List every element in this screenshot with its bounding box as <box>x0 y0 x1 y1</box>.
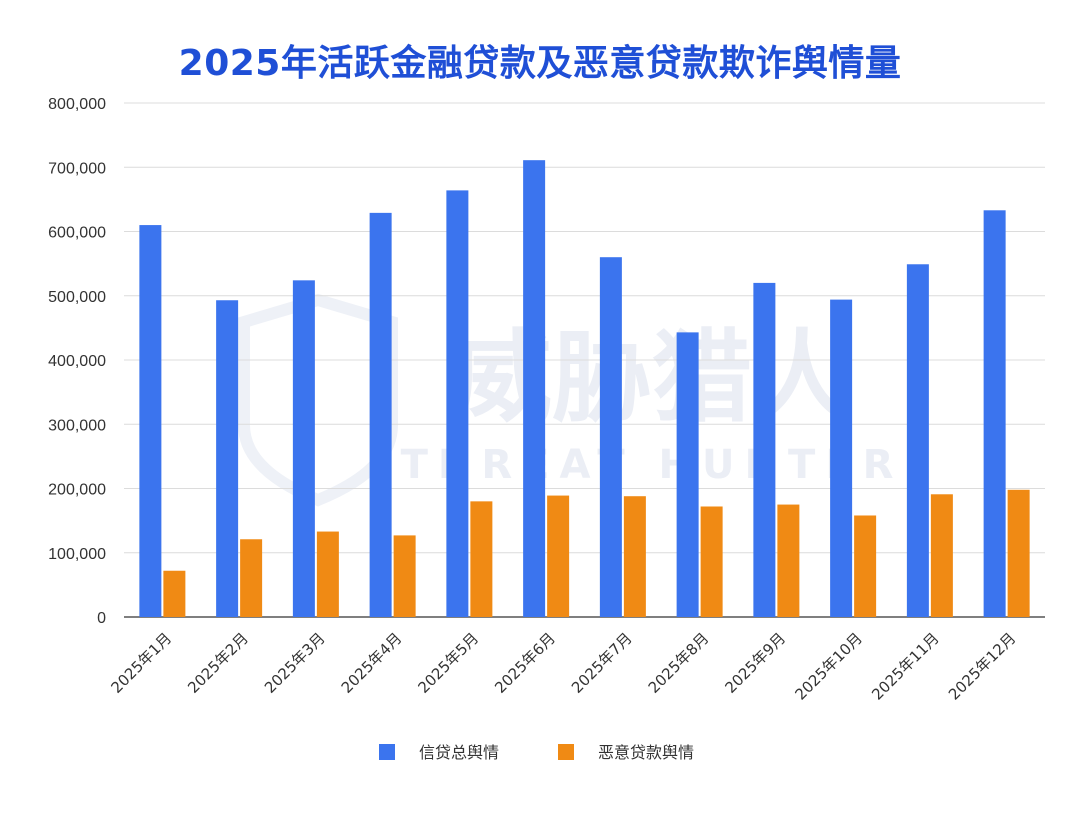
bar-malicious <box>854 515 877 617</box>
x-tick-label: 2025年12月 <box>945 629 1019 703</box>
bar-total <box>523 160 546 617</box>
watermark-cn-text: 威胁猎人 <box>452 319 852 436</box>
legend-label-malicious: 恶意贷款舆情 <box>598 743 694 762</box>
y-tick-label: 300,000 <box>48 417 106 434</box>
bar-total <box>599 257 622 617</box>
bar-malicious <box>930 494 953 617</box>
bar-malicious <box>547 495 570 617</box>
bar-total <box>906 264 929 617</box>
bar-malicious <box>700 506 723 617</box>
legend: 信贷总舆情 恶意贷款舆情 <box>379 743 694 762</box>
y-tick-label: 600,000 <box>48 225 106 242</box>
y-tick-label: 200,000 <box>48 482 106 499</box>
x-tick-label: 2025年9月 <box>722 629 790 697</box>
bar-malicious <box>316 531 339 617</box>
y-tick-label: 500,000 <box>48 289 106 306</box>
x-tick-label: 2025年1月 <box>108 629 176 697</box>
bar-total <box>676 332 699 617</box>
bar-malicious <box>240 539 263 617</box>
bar-malicious <box>393 535 416 617</box>
bar-total <box>369 212 392 617</box>
x-tick-label: 2025年4月 <box>338 629 406 697</box>
x-tick-label: 2025年8月 <box>645 629 713 697</box>
x-tick-label: 2025年3月 <box>261 629 329 697</box>
bar-malicious <box>163 570 186 617</box>
legend-label-total: 信贷总舆情 <box>419 743 499 762</box>
x-tick-label: 2025年10月 <box>792 629 866 703</box>
gridlines <box>124 102 1045 618</box>
x-tick-label: 2025年5月 <box>415 629 483 697</box>
bar-total <box>753 282 776 617</box>
y-tick-label: 0 <box>97 610 106 627</box>
y-tick-label: 800,000 <box>48 96 106 113</box>
bar-malicious <box>1007 489 1030 617</box>
bar-total <box>446 190 469 617</box>
bar-total <box>139 225 162 617</box>
legend-swatch-malicious <box>558 744 574 760</box>
x-axis-labels: 2025年1月 2025年2月 2025年3月 2025年4月 2025年5月 2025年… <box>108 629 1020 703</box>
x-tick-label: 2025年6月 <box>491 629 559 697</box>
y-tick-label: 400,000 <box>48 353 106 370</box>
bar-total <box>292 280 315 617</box>
watermark: 威胁猎人 THREAT HUNTER <box>238 293 904 507</box>
bar-malicious <box>777 504 800 617</box>
bar-total <box>983 210 1006 618</box>
y-tick-label: 100,000 <box>48 546 106 563</box>
y-axis-ticks: 0 100,000 200,000 300,000 400,000 500,000 600,… <box>48 96 106 627</box>
watermark-en-text: THREAT HUNTER <box>401 442 904 488</box>
x-tick-label: 2025年7月 <box>568 629 636 697</box>
chart-title: 2025年活跃金融贷款及恶意贷款欺诈舆情量 <box>178 43 902 84</box>
y-tick-label: 700,000 <box>48 160 106 177</box>
bar-malicious <box>623 496 646 617</box>
legend-swatch-total <box>379 744 395 760</box>
bars <box>139 160 1030 618</box>
bar-malicious <box>470 501 493 617</box>
bar-total <box>830 299 853 617</box>
x-tick-label: 2025年2月 <box>184 629 252 697</box>
bar-total <box>216 300 239 617</box>
x-tick-label: 2025年11月 <box>868 629 942 703</box>
